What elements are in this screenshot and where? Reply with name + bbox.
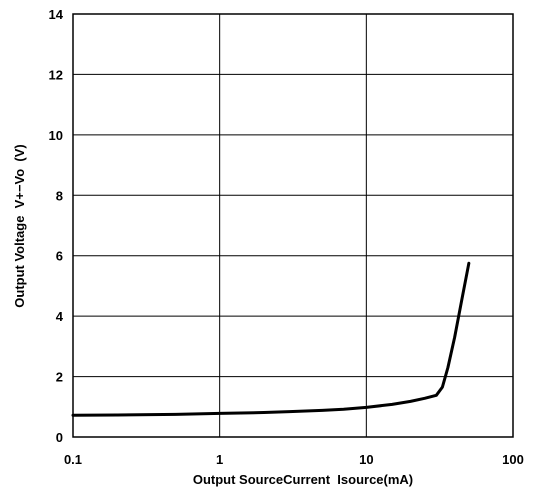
y-tick-labels: 0 2 4 6 8 10 12 14 xyxy=(49,7,64,445)
y-tick-label: 12 xyxy=(49,67,63,82)
x-axis-label: Output SourceCurrent Isource(mA) xyxy=(193,472,413,487)
y-tick-label: 2 xyxy=(56,370,63,385)
y-tick-label: 10 xyxy=(49,128,63,143)
series-line xyxy=(71,261,471,417)
x-tick-label: 0.1 xyxy=(64,452,82,467)
x-tick-label: 1 xyxy=(216,452,223,467)
y-axis-label: Output Voltage V+−Vo (V) xyxy=(12,144,27,307)
x-tick-label: 100 xyxy=(502,452,524,467)
x-tick-labels: 0.1 1 10 100 xyxy=(64,452,524,467)
y-tick-label: 8 xyxy=(56,188,63,203)
plot-area xyxy=(72,13,514,438)
y-tick-label: 0 xyxy=(56,430,63,445)
series-group xyxy=(71,261,471,417)
x-tick-label: 10 xyxy=(359,452,373,467)
grid xyxy=(73,14,513,437)
y-tick-label: 14 xyxy=(49,7,64,22)
y-tick-label: 4 xyxy=(56,309,64,324)
y-tick-label: 6 xyxy=(56,249,63,264)
